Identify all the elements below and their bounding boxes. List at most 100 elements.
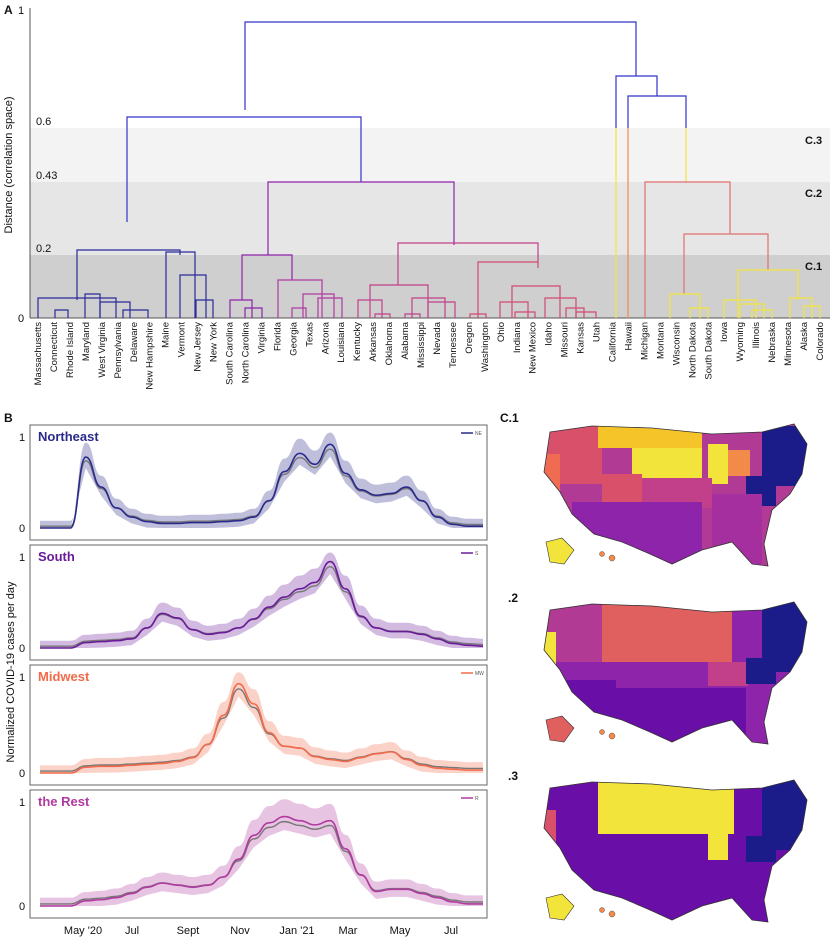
leaf-label: Iowa — [719, 321, 730, 342]
dendrogram-panel: 0 0.2 0.43 0.6 1 Distance (correlation s… — [3, 5, 830, 390]
x-tick-label: Nov — [230, 925, 250, 937]
series-line — [40, 560, 484, 649]
branch — [683, 233, 769, 294]
series-panel: 0 1 the Rest R — [19, 789, 488, 919]
band-c1 — [30, 255, 830, 318]
leaf-label: Louisiana — [336, 321, 347, 362]
y-tick-label: 0 — [19, 643, 25, 655]
x-tick-label: May — [390, 925, 411, 937]
leaf-label: Illinois — [751, 322, 762, 349]
map-c2 — [543, 601, 808, 745]
leaf-label: South Carolina — [225, 321, 236, 385]
branch — [291, 307, 307, 318]
branch — [514, 311, 536, 318]
x-tick-label: Jan '21 — [279, 925, 314, 937]
panel-frame — [29, 789, 488, 919]
branch — [229, 299, 253, 318]
y-tick-label: 1 — [18, 5, 24, 17]
branch — [723, 299, 757, 318]
leaf-label: Washington — [480, 322, 491, 372]
leaf-label: Oklahoma — [384, 321, 395, 365]
leaf-label: Kansas — [576, 322, 587, 354]
leaf-label: Alaska — [799, 321, 810, 350]
leaf-label: California — [608, 321, 619, 362]
branch — [374, 313, 391, 318]
b-y-axis-label: Normalized COVID-19 cases per day — [5, 581, 17, 762]
leaf-label: Maine — [161, 322, 172, 348]
branch — [244, 307, 263, 318]
region-title: South — [38, 549, 75, 564]
branch — [739, 303, 765, 318]
leaf-label: New York — [209, 322, 220, 362]
cut-label-c2: C.2 — [805, 188, 822, 200]
leaf-label: Kentucky — [352, 322, 363, 361]
leaf-label: Pennsylvania — [113, 321, 124, 378]
leaf-label: Wyoming — [735, 322, 746, 362]
leaf-label: Nebraska — [767, 321, 778, 362]
branch — [803, 305, 821, 318]
leaf-label: Nevada — [432, 321, 443, 354]
panel-c1-label: C.1 — [500, 411, 519, 425]
cut-label-c3: C.3 — [805, 135, 822, 147]
leaf-label: Idaho — [544, 322, 555, 346]
branch — [195, 299, 214, 318]
x-tick-labels: May '20 Jul Sept Nov Jan '21 Mar May Jul — [64, 925, 458, 937]
confidence-band — [40, 799, 483, 906]
panel-c2-label: .2 — [508, 591, 518, 605]
legend-label: MW — [475, 671, 484, 677]
branch — [499, 301, 529, 318]
leaf-label: Connecticut — [49, 322, 60, 373]
leaf-label: Utah — [592, 322, 603, 342]
leaf-label: Arkansas — [368, 322, 379, 362]
panel-b-label: B — [4, 411, 13, 425]
dendrogram-branches — [37, 21, 821, 318]
leaf-label: Florida — [272, 321, 283, 351]
branch — [357, 299, 383, 318]
branch — [54, 309, 69, 318]
panel-c3-label: .3 — [508, 769, 518, 783]
x-tick-label: Jul — [125, 925, 139, 937]
leaf-label: Montana — [655, 321, 666, 359]
leaf-label: Alabama — [400, 321, 411, 359]
legend-label: R — [475, 796, 479, 802]
series-panel: 0 1 South S — [19, 544, 488, 661]
leaf-label: North Carolina — [240, 321, 251, 383]
y-tick-label: 0 — [19, 523, 25, 535]
leaf-label: Georgia — [288, 321, 299, 356]
panel-a-label: A — [4, 3, 13, 17]
timeseries-panel: 0 1 Northeast NE 0 1 South S 0 1 Midwest MW 0 1 the Re… — [19, 424, 488, 919]
leaf-label: Tennessee — [448, 322, 459, 368]
branch — [689, 307, 709, 318]
series-line — [40, 682, 483, 774]
y-tick-label: 0.2 — [36, 243, 51, 255]
leaf-label: Mississippi — [416, 322, 427, 368]
leaf-label: Massachusetts — [33, 322, 44, 386]
branch — [37, 297, 117, 318]
branch — [397, 242, 539, 285]
leaf-label: Michigan — [639, 322, 650, 360]
branch — [627, 95, 687, 128]
branch — [644, 181, 731, 318]
region-title: Midwest — [38, 669, 90, 684]
leaf-label: Texas — [304, 322, 315, 347]
branch — [789, 297, 813, 318]
y-tick-label: 0 — [19, 768, 25, 780]
leaf-label: Indiana — [512, 321, 523, 353]
y-tick-label: 1 — [19, 552, 25, 564]
leaf-label: Vermont — [177, 322, 188, 358]
series-panel: 0 1 Northeast NE — [19, 424, 488, 541]
legend-label: NE — [475, 431, 483, 437]
branch — [469, 313, 487, 318]
map-c3 — [543, 779, 808, 923]
leaf-label: Minnesota — [783, 321, 794, 366]
y-tick-label: 0 — [18, 313, 24, 325]
leaf-label: New Hampshire — [145, 322, 156, 390]
series-line — [40, 815, 483, 907]
branch — [267, 181, 455, 255]
y-tick-label: 0.6 — [36, 116, 51, 128]
branch — [317, 297, 343, 318]
branch — [122, 309, 149, 318]
branch — [751, 309, 773, 318]
branch — [565, 307, 585, 318]
confidence-band — [40, 552, 483, 648]
